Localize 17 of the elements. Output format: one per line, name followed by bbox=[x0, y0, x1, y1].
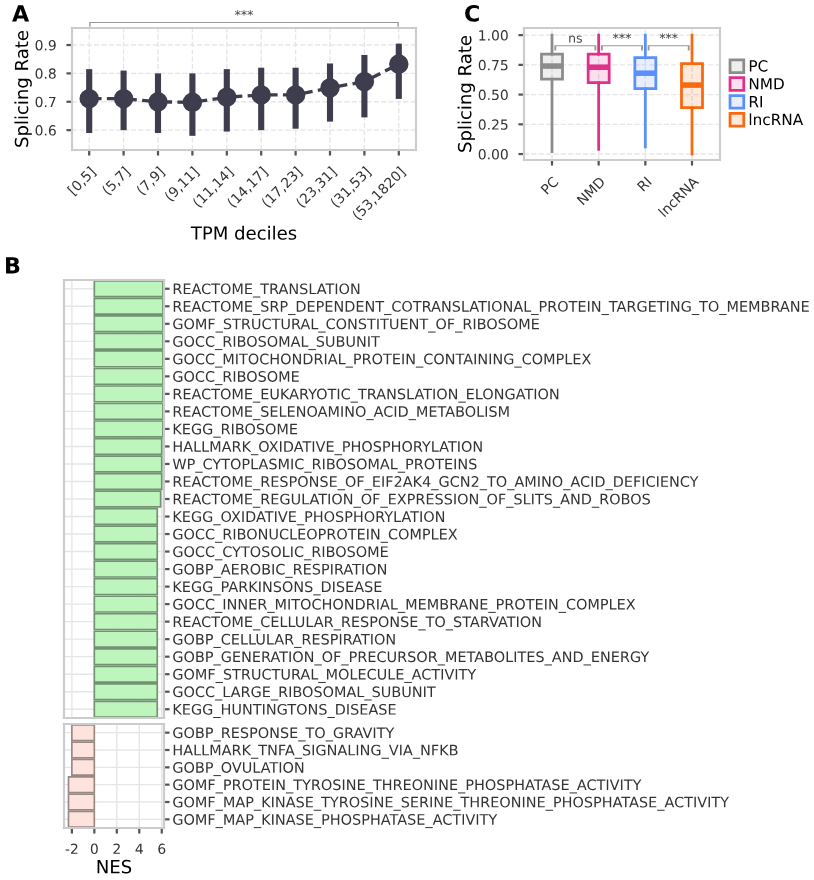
point bbox=[251, 85, 271, 105]
y-axis-title: Splicing Rate bbox=[14, 31, 32, 147]
point bbox=[354, 71, 375, 92]
chart-title: A bbox=[12, 5, 30, 22]
point bbox=[113, 88, 134, 109]
point bbox=[389, 54, 409, 74]
point bbox=[79, 88, 99, 109]
x-axis-title: NES bbox=[97, 859, 132, 874]
point bbox=[148, 92, 168, 112]
point bbox=[182, 92, 203, 113]
y-axis-title: Splicing Rate bbox=[457, 36, 476, 152]
x-axis-title: TPM deciles bbox=[190, 225, 297, 240]
point bbox=[285, 85, 306, 105]
chart-title: B bbox=[6, 257, 20, 274]
chart-title: C bbox=[465, 4, 479, 22]
point bbox=[320, 78, 340, 98]
point bbox=[217, 87, 237, 107]
